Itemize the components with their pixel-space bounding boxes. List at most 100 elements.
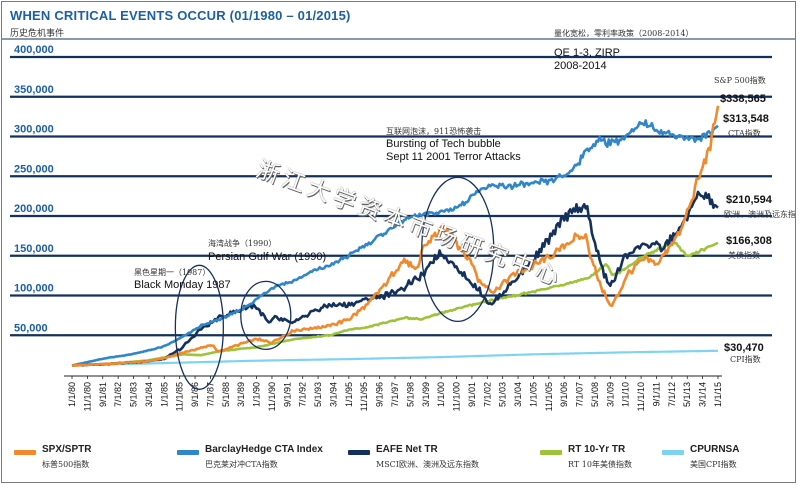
legend-swatch-cpi (662, 450, 684, 455)
x-tick-label: 1/1/10 (621, 382, 631, 407)
end-sub-spx: S&P 500指数 (714, 76, 766, 85)
end-value-eafe: $210,594 (726, 194, 772, 206)
annotation-gulf-en: Persian Gulf War (1990) (208, 251, 327, 263)
x-tick-label: 1/1/95 (344, 382, 354, 407)
x-tick-label: 11/1/00 (452, 382, 462, 411)
end-sub-rt10: 美债指数 (728, 251, 760, 260)
x-tick-label: 11/1/10 (636, 382, 646, 411)
legend-item-spx: SPX/SPTR 标普500指数 (14, 444, 164, 480)
x-tick-label: 11/1/85 (175, 382, 185, 411)
x-tick-label: 1/1/80 (67, 382, 77, 407)
y-tick-label: 300,000 (14, 124, 54, 136)
x-tick-label: 7/1/87 (205, 382, 215, 407)
x-tick-label: 11/1/90 (267, 382, 277, 411)
end-value-cta: $313,548 (723, 113, 769, 125)
annotation-gulf-cn: 海湾战争（1990） (208, 239, 277, 248)
annotation-black-monday-en: Black Monday 1987 (134, 279, 231, 291)
x-tick-label: 3/1/84 (144, 382, 154, 407)
x-tick-label: 3/1/94 (328, 382, 338, 407)
x-tick-label: 5/1/88 (221, 382, 231, 407)
legend-label-spx: SPX/SPTR (42, 444, 92, 455)
legend-label-cta: BarclayHedge CTA Index (205, 444, 323, 455)
x-tick-label: 9/1/11 (651, 382, 661, 406)
x-tick-label: 7/1/12 (667, 382, 677, 407)
highlight-ellipse-2000 (421, 176, 495, 323)
x-tick-label: 7/1/92 (298, 382, 308, 407)
x-tick-label: 1/1/00 (436, 382, 446, 407)
annotation-tech-en: Bursting of Tech bubble Sept 11 2001 Ter… (386, 138, 521, 163)
legend-sub-rt10: RT 10年美债指数 (568, 460, 632, 469)
x-tick-label: 5/1/03 (498, 382, 508, 407)
x-tick-label: 1/1/15 (713, 382, 723, 407)
x-tick-label: 9/1/06 (559, 382, 569, 407)
y-tick-label: 150,000 (14, 243, 54, 255)
x-tick-label: 7/1/97 (390, 382, 400, 407)
x-tick-label: 1/1/85 (159, 382, 169, 407)
x-tick-label: 5/1/83 (129, 382, 139, 407)
annotation-black-monday-cn: 黑色星期一（1987） (134, 268, 211, 277)
end-value-cpi: $30,470 (724, 342, 764, 354)
chart-title: WHEN CRITICAL EVENTS OCCUR (01/1980 – 01… (10, 8, 351, 23)
x-tick-label: 3/1/04 (513, 382, 523, 407)
y-tick-label: 400,000 (14, 44, 54, 56)
x-tick-label: 5/1/08 (590, 382, 600, 407)
legend-swatch-cta (177, 450, 199, 455)
chart-subtitle: 历史危机事件 (10, 29, 65, 39)
legend-item-cta: BarclayHedge CTA Index 巴克莱对冲CTA指数 (177, 444, 342, 480)
series-line-spx (71, 105, 720, 367)
legend-sub-cpi: 美国CPI指数 (690, 460, 737, 469)
x-tick-label: 11/1/05 (544, 382, 554, 411)
y-tick-label: 250,000 (14, 163, 54, 175)
end-value-rt10: $166,308 (726, 235, 772, 247)
legend-sub-spx: 标普500指数 (42, 460, 90, 469)
x-tick-label: 1/1/05 (528, 382, 538, 407)
x-tick-label: 7/1/82 (113, 382, 123, 407)
annotation-qe-cn: 量化宽松，零利率政策（2008-2014） (554, 29, 694, 38)
x-tick-label: 3/1/14 (698, 382, 708, 407)
legend-swatch-spx (14, 450, 36, 455)
highlight-ellipse-1987 (174, 264, 225, 390)
legend-label-eafe: EAFE Net TR (376, 444, 438, 455)
legend-item-cpi: CPURNSA 美国CPI指数 (662, 444, 782, 480)
x-tick-label: 7/1/02 (482, 382, 492, 407)
x-tick-label: 9/1/01 (467, 382, 477, 407)
x-tick-label: 9/1/91 (282, 382, 292, 407)
legend-swatch-rt10 (540, 450, 562, 455)
x-tick-label: 5/1/93 (313, 382, 323, 407)
x-tick-label: 9/1/81 (98, 382, 108, 407)
legend-item-rt10: RT 10-Yr TR RT 10年美债指数 (540, 444, 660, 480)
x-tick-label: 1/1/90 (252, 382, 262, 407)
x-tick-label: 11/1/80 (82, 382, 92, 411)
x-tick-label: 9/1/86 (190, 382, 200, 407)
legend-sub-eafe: MSCI欧洲、澳洲及远东指数 (376, 460, 479, 469)
legend-label-rt10: RT 10-Yr TR (568, 444, 626, 455)
end-sub-cpi: CPI指数 (730, 355, 761, 364)
y-tick-label: 50,000 (14, 322, 48, 334)
x-tick-label: 9/1/96 (375, 382, 385, 407)
y-tick-label: 200,000 (14, 203, 54, 215)
annotation-tech-cn: 互联网泡沫，911恐怖袭击 (386, 127, 482, 136)
x-tick-label: 3/1/99 (421, 382, 431, 407)
x-tick-label: 3/1/09 (605, 382, 615, 407)
series-line-cpi (71, 349, 718, 367)
x-tick-label: 3/1/89 (236, 382, 246, 407)
end-value-spx: $338,565 (720, 93, 766, 105)
x-tick-label: 7/1/07 (575, 382, 585, 407)
end-sub-eafe: 欧洲、澳洲及远东指数 (724, 210, 796, 219)
series-line-rt10 (71, 240, 719, 367)
x-tick-label: 11/1/95 (359, 382, 369, 411)
series-line-eafe (71, 190, 719, 367)
y-tick-label: 100,000 (14, 283, 54, 295)
legend-sub-cta: 巴克莱对冲CTA指数 (205, 460, 278, 469)
legend-swatch-eafe (348, 450, 370, 455)
highlight-ellipse-1990 (240, 280, 292, 351)
annotation-qe-en: QE 1-3, ZIRP 2008-2014 (554, 47, 621, 72)
end-sub-cta: CTA指数 (728, 129, 761, 138)
x-tick-label: 5/1/98 (405, 382, 415, 407)
legend-label-cpi: CPURNSA (690, 444, 740, 455)
y-tick-label: 350,000 (14, 84, 54, 96)
series-line-cta (71, 119, 719, 367)
legend-item-eafe: EAFE Net TR MSCI欧洲、澳洲及远东指数 (348, 444, 513, 480)
